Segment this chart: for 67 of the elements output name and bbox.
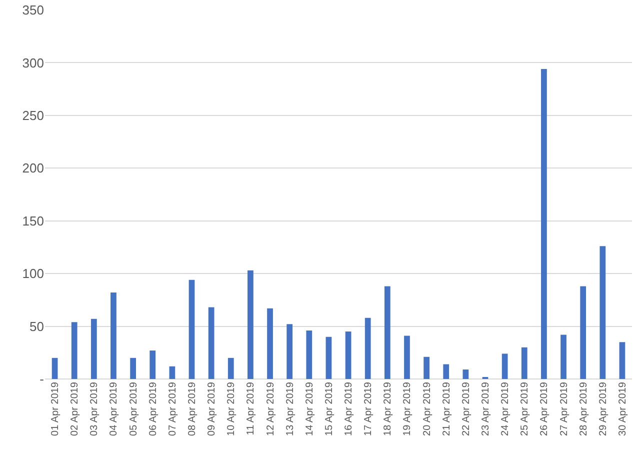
x-tick-label: 07 Apr 2019 [167, 382, 178, 436]
x-tick-label: 08 Apr 2019 [187, 382, 198, 436]
x-tick-label: 30 Apr 2019 [617, 382, 628, 436]
y-tick-label: 200 [22, 160, 44, 176]
x-tick-label: 27 Apr 2019 [558, 382, 570, 436]
bar [600, 246, 606, 379]
bar [619, 342, 626, 379]
bar [71, 322, 78, 379]
bar [541, 69, 547, 379]
x-tick-label: 18 Apr 2019 [382, 382, 394, 436]
bar [462, 370, 469, 379]
bar [169, 366, 176, 379]
bar [130, 358, 136, 379]
bar [580, 286, 586, 379]
x-tick-label: 24 Apr 2019 [500, 382, 512, 436]
bar [502, 354, 508, 379]
bar [228, 358, 234, 379]
bar [521, 347, 528, 379]
x-tick-label: 03 Apr 2019 [89, 382, 100, 436]
bar [326, 336, 332, 379]
bar [424, 356, 430, 379]
x-tick-label: 28 Apr 2019 [578, 382, 590, 436]
bar [267, 308, 273, 379]
bar [90, 318, 97, 379]
bar [384, 286, 390, 379]
bar [443, 364, 450, 379]
y-tick-label: 50 [30, 318, 44, 334]
x-tick-label: 13 Apr 2019 [284, 382, 296, 436]
y-tick-label: 350 [22, 2, 44, 18]
bar [110, 292, 116, 379]
x-tick-label: 05 Apr 2019 [128, 382, 140, 436]
y-tick-label: 250 [22, 108, 44, 123]
x-tick-label: 12 Apr 2019 [265, 382, 276, 436]
bar [150, 350, 156, 379]
bar [188, 280, 195, 379]
x-tick-label: 15 Apr 2019 [324, 382, 335, 436]
x-tick-label: 25 Apr 2019 [520, 382, 531, 436]
x-tick-label: 17 Apr 2019 [363, 382, 374, 436]
x-tick-label: 16 Apr 2019 [344, 382, 355, 436]
x-tick-label: 10 Apr 2019 [226, 382, 238, 436]
bar [306, 330, 312, 379]
x-tick-label: 06 Apr 2019 [148, 382, 159, 436]
x-tick-label: 29 Apr 2019 [598, 382, 609, 436]
bar [286, 324, 293, 379]
x-tick-label: 09 Apr 2019 [206, 382, 218, 436]
bar [52, 358, 58, 379]
bar [248, 270, 254, 379]
x-tick-label: 19 Apr 2019 [402, 382, 414, 436]
x-tick-label: 22 Apr 2019 [460, 382, 472, 436]
x-tick-label: 23 Apr 2019 [480, 382, 492, 436]
bar [364, 318, 371, 379]
x-tick-label: 26 Apr 2019 [539, 382, 550, 436]
bar [208, 307, 214, 379]
y-tick-label: 100 [22, 266, 44, 282]
bar [560, 334, 566, 379]
bar [404, 336, 410, 379]
y-tick-label: 150 [22, 213, 44, 228]
x-tick-label: 11 Apr 2019 [246, 382, 257, 436]
x-tick-label: 04 Apr 2019 [108, 382, 120, 436]
x-tick-label: 02 Apr 2019 [70, 382, 81, 436]
x-tick-label: 14 Apr 2019 [304, 382, 316, 436]
x-tick-label: 21 Apr 2019 [441, 382, 452, 436]
x-tick-label: 20 Apr 2019 [422, 382, 433, 436]
y-tick-label: - [40, 372, 44, 387]
y-tick-label: 300 [22, 55, 44, 70]
x-tick-label: 01 Apr 2019 [50, 382, 62, 436]
bar [345, 332, 352, 379]
